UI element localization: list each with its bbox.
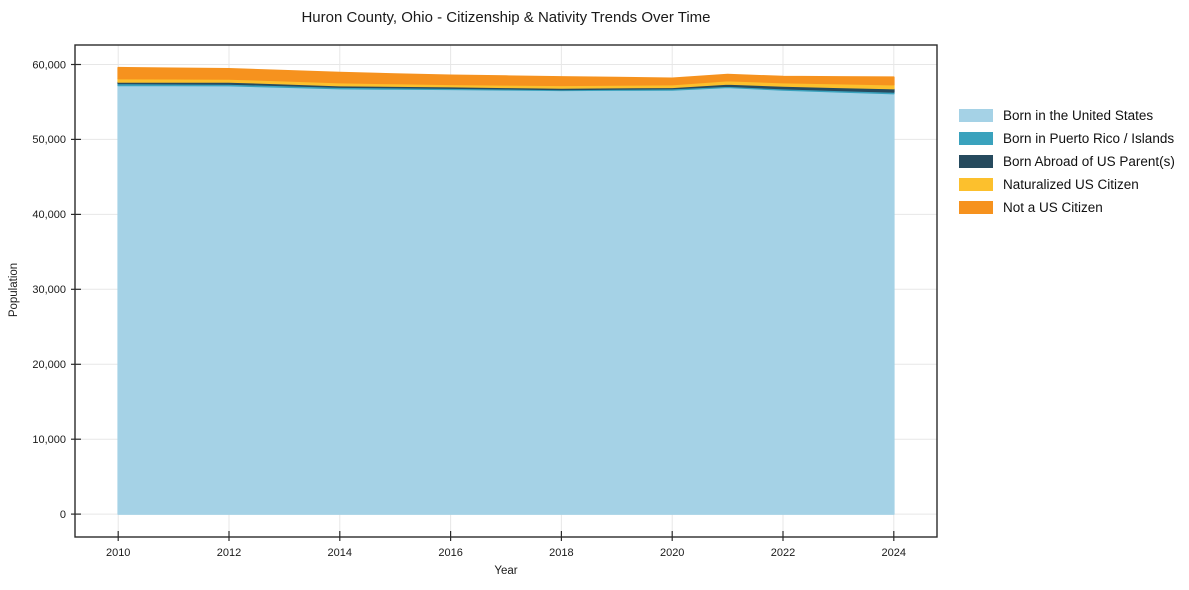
plot-frame	[74, 44, 938, 538]
legend: Born in the United States Born in Puerto …	[959, 104, 1175, 219]
legend-item-born-in-the-united-states: Born in the United States	[959, 104, 1175, 127]
legend-label: Naturalized US Citizen	[1003, 177, 1139, 192]
area-born-in-the-united-states	[117, 84, 895, 515]
y-tick-label: 40,000	[32, 209, 66, 221]
legend-swatch	[959, 109, 993, 122]
y-tick-label: 30,000	[32, 284, 66, 296]
y-tick-label: 50,000	[32, 134, 66, 146]
legend-label: Born Abroad of US Parent(s)	[1003, 154, 1175, 169]
x-tick-label: 2018	[549, 547, 573, 559]
legend-item-born-abroad-of-us-parents: Born Abroad of US Parent(s)	[959, 150, 1175, 173]
legend-label: Born in the United States	[1003, 108, 1154, 123]
x-tick-label: 2010	[106, 547, 130, 559]
y-tick-label: 0	[60, 509, 66, 521]
legend-item-not-a-us-citizen: Not a US Citizen	[959, 196, 1175, 219]
y-tick-label: 20,000	[32, 359, 66, 371]
x-tick-label: 2012	[217, 547, 241, 559]
legend-swatch	[959, 201, 993, 214]
legend-swatch	[959, 178, 993, 191]
y-tick-label: 10,000	[32, 434, 66, 446]
legend-label: Not a US Citizen	[1003, 200, 1103, 215]
chart-title: Huron County, Ohio - Citizenship & Nativ…	[301, 9, 711, 26]
x-axis-label: Year	[494, 565, 518, 577]
x-tick-label: 2022	[771, 547, 795, 559]
x-tick-label: 2020	[660, 547, 684, 559]
legend-swatch	[959, 155, 993, 168]
x-tick-label: 2016	[438, 547, 462, 559]
x-tick-label: 2014	[328, 547, 352, 559]
legend-item-born-in-puerto-rico-islands: Born in Puerto Rico / Islands	[959, 127, 1175, 150]
y-tick-label: 60,000	[32, 59, 66, 71]
legend-item-naturalized-us-citizen: Naturalized US Citizen	[959, 173, 1175, 196]
area-not-a-us-citizen	[117, 66, 895, 87]
x-tick-label: 2024	[882, 547, 906, 559]
legend-swatch	[959, 132, 993, 145]
legend-label: Born in Puerto Rico / Islands	[1003, 131, 1175, 146]
